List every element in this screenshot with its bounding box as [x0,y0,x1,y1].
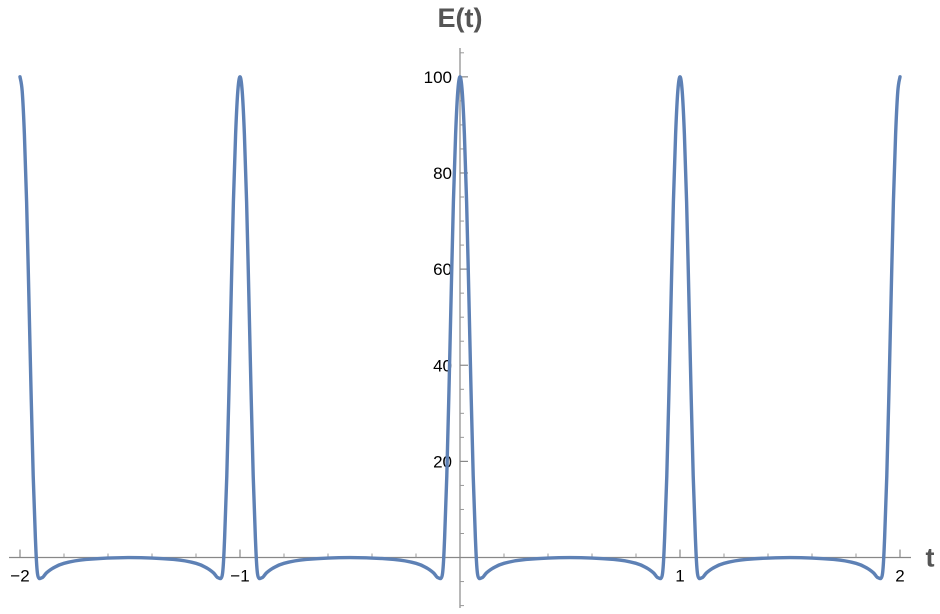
y-major-ticks: 20 40 60 80 100 [424,68,468,471]
x-tick-label: −1 [230,567,249,586]
y-tick-label: 20 [433,452,452,471]
x-major-ticks: −2 −1 1 2 [10,549,905,586]
y-tick-label: 100 [424,68,452,87]
x-tick-label: 1 [675,567,684,586]
y-tick-label: 60 [433,260,452,279]
series-layer [18,75,902,581]
x-axis-title: t [926,543,935,573]
x-tick-label: −2 [10,567,29,586]
y-axis-title: E(t) [438,3,483,33]
y-minor-ticks [460,52,464,607]
series-line [18,75,902,581]
y-tick-label: 80 [433,164,452,183]
axes: −2 −1 1 2 20 40 60 80 100 [9,48,911,608]
x-tick-label: 2 [895,567,904,586]
y-tick-label: 40 [433,356,452,375]
